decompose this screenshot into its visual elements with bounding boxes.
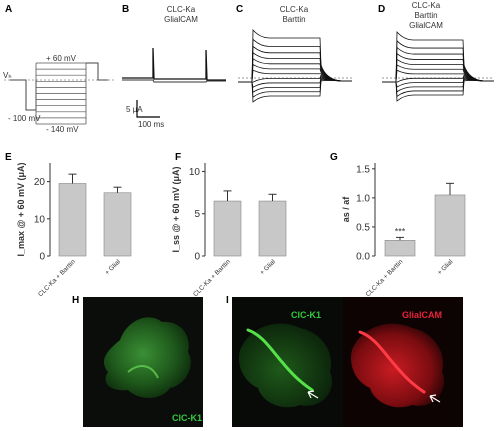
panel-f-label: F xyxy=(175,152,181,163)
y-tick-label: 5 xyxy=(194,209,200,220)
scale-bar xyxy=(136,100,160,118)
chart-f: F 0 5 10 I_ss @ + 60 mV (μA) CLC-Ka + Bartti… xyxy=(171,152,287,298)
current-trace xyxy=(122,79,226,83)
panel-e-label: E xyxy=(5,152,12,163)
v-low-left-label: - 100 mV xyxy=(8,114,41,123)
panel-d-trace xyxy=(382,74,494,83)
panel-b-label: B xyxy=(122,4,129,15)
chart-e: E 0 10 20 I_max @ + 60 mV (μA) CLC-Ka + Bart… xyxy=(5,152,132,298)
arrow-icon xyxy=(429,394,441,403)
panel-d-trace xyxy=(382,80,494,102)
traces-d xyxy=(382,30,494,102)
v-rest-label: Vₕ xyxy=(3,71,12,80)
traces-b xyxy=(122,47,226,83)
tail-step xyxy=(86,62,108,81)
panel-c: C CLC-Ka Barttin xyxy=(236,4,352,103)
bar xyxy=(384,240,416,257)
bar xyxy=(258,200,287,257)
current-trace xyxy=(122,47,226,81)
stain-label-h: ClC-K1 xyxy=(172,413,202,423)
category-label: + Glial xyxy=(436,258,454,276)
panel-b-title-line1: CLC-Ka xyxy=(167,5,196,14)
y-tick-label: 1.0 xyxy=(356,193,370,204)
stain-label-i-left: ClC-K1 xyxy=(291,310,321,320)
scale-y-label: 5 μA xyxy=(126,105,143,114)
panel-c-trace xyxy=(238,28,352,83)
y-tick-label: 0 xyxy=(39,252,45,263)
panel-g-label: G xyxy=(330,152,338,163)
category-label: + Glial xyxy=(259,258,277,276)
panel-c-trace xyxy=(238,80,352,103)
protocol-steps xyxy=(35,62,108,125)
panel-d: D CLC-Ka Barttin GlialCAM xyxy=(378,1,494,102)
category-label: CLC-Ka + Barttin xyxy=(192,258,232,298)
panel-i: I ClC-K1 GlialCAM xyxy=(226,295,463,427)
y-tick-label: 0.5 xyxy=(356,222,370,233)
category-label: + Glial xyxy=(104,258,122,276)
y-tick-label: 10 xyxy=(189,167,201,178)
panel-a: A + 60 mV Vₕ - 100 mV - 140 mV xyxy=(3,4,115,134)
panel-d-title-line2: Barttin xyxy=(414,11,437,20)
panel-c-label: C xyxy=(236,4,243,15)
significance-marker: *** xyxy=(395,226,406,236)
panel-d-trace xyxy=(382,30,494,83)
panel-d-trace xyxy=(382,39,494,83)
y-tick-label: 0.0 xyxy=(356,252,370,263)
v-low-bottom-label: - 140 mV xyxy=(46,125,79,134)
y-axis-label: I_max @ + 60 mV (μA) xyxy=(16,162,26,256)
panel-b-title-line2: GlialCAM xyxy=(164,15,198,24)
membrane-signal-i-green xyxy=(246,328,314,392)
bar xyxy=(58,183,87,257)
panel-d-title-line3: GlialCAM xyxy=(409,21,443,30)
stain-label-i-right: GlialCAM xyxy=(402,310,442,320)
category-label: CLC-Ka + Barttin xyxy=(37,258,77,298)
membrane-signal-h xyxy=(127,365,159,379)
cell-h xyxy=(103,317,191,398)
y-tick-label: 20 xyxy=(34,177,46,188)
panel-d-label: D xyxy=(378,4,385,15)
panel-c-trace xyxy=(238,74,352,83)
bar xyxy=(213,200,242,257)
chart-g: G 0.0 0.5 1.0 1.5 as / af CLC-Ka + Barttin + G… xyxy=(330,152,466,298)
panel-c-title-line2: Barttin xyxy=(282,15,305,24)
y-axis-label: I_ss @ + 60 mV (μA) xyxy=(171,166,181,252)
panel-a-label: A xyxy=(5,4,12,15)
scale-x-label: 100 ms xyxy=(138,120,164,129)
arrow-icon xyxy=(307,390,319,399)
panel-c-trace xyxy=(238,38,352,83)
membrane-signal-i-red xyxy=(358,330,426,394)
traces-c xyxy=(238,28,352,103)
cell-i-red xyxy=(350,323,445,408)
bar xyxy=(434,194,466,257)
category-label: CLC-Ka + Barttin xyxy=(365,258,405,298)
panel-h-label: H xyxy=(72,295,79,306)
y-tick-label: 0 xyxy=(194,252,200,263)
panel-d-trace xyxy=(382,79,494,98)
panel-c-title-line1: CLC-Ka xyxy=(280,5,309,14)
y-tick-label: 1.5 xyxy=(356,164,370,175)
bar xyxy=(103,192,132,257)
prepulse-step xyxy=(10,79,37,111)
y-axis-label: as / af xyxy=(341,196,351,223)
panel-d-title-line1: CLC-Ka xyxy=(412,1,441,10)
y-tick-label: 10 xyxy=(34,214,46,225)
panel-c-trace xyxy=(238,79,352,98)
panel-h: H ClC-K1 xyxy=(72,295,203,427)
panel-i-label: I xyxy=(226,295,229,306)
panel-c-trace xyxy=(238,51,352,83)
v-high-label: + 60 mV xyxy=(46,54,77,63)
panel-b: B CLC-Ka GlialCAM 5 μA 100 ms xyxy=(122,4,226,129)
